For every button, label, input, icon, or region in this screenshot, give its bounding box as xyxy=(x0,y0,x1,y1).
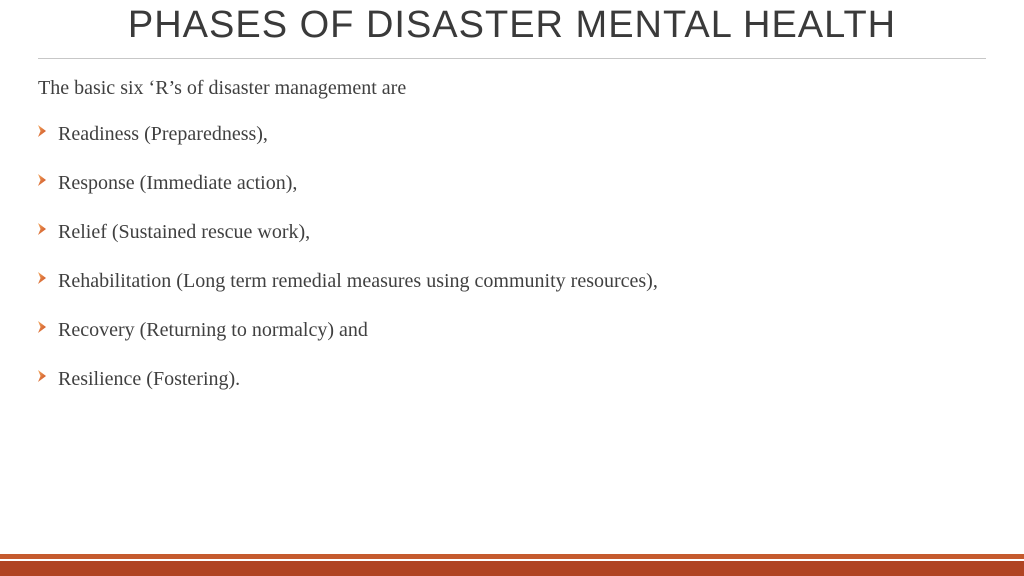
title-divider xyxy=(38,58,986,59)
slide: PHASES OF DISASTER MENTAL HEALTH The bas… xyxy=(0,0,1024,576)
bullet-list: Readiness (Preparedness), Response (Imme… xyxy=(38,122,986,392)
list-item-label: Rehabilitation (Long term remedial measu… xyxy=(58,270,658,292)
chevron-right-icon xyxy=(36,173,50,187)
list-item-label: Readiness (Preparedness), xyxy=(58,123,268,145)
list-item: Response (Immediate action), xyxy=(38,171,986,196)
list-item: Relief (Sustained rescue work), xyxy=(38,220,986,245)
list-item-label: Resilience (Fostering). xyxy=(58,368,240,390)
chevron-right-icon xyxy=(36,271,50,285)
list-item-label: Recovery (Returning to normalcy) and xyxy=(58,319,368,341)
chevron-right-icon xyxy=(36,222,50,236)
list-item-label: Response (Immediate action), xyxy=(58,172,297,194)
chevron-right-icon xyxy=(36,124,50,138)
list-item: Resilience (Fostering). xyxy=(38,367,986,392)
intro-text: The basic six ‘R’s of disaster managemen… xyxy=(38,77,986,100)
list-item: Readiness (Preparedness), xyxy=(38,122,986,147)
chevron-right-icon xyxy=(36,320,50,334)
list-item: Recovery (Returning to normalcy) and xyxy=(38,318,986,343)
list-item: Rehabilitation (Long term remedial measu… xyxy=(38,269,986,294)
footer-accent-bar xyxy=(0,554,1024,576)
slide-title: PHASES OF DISASTER MENTAL HEALTH xyxy=(38,0,986,58)
list-item-label: Relief (Sustained rescue work), xyxy=(58,221,310,243)
chevron-right-icon xyxy=(36,369,50,383)
